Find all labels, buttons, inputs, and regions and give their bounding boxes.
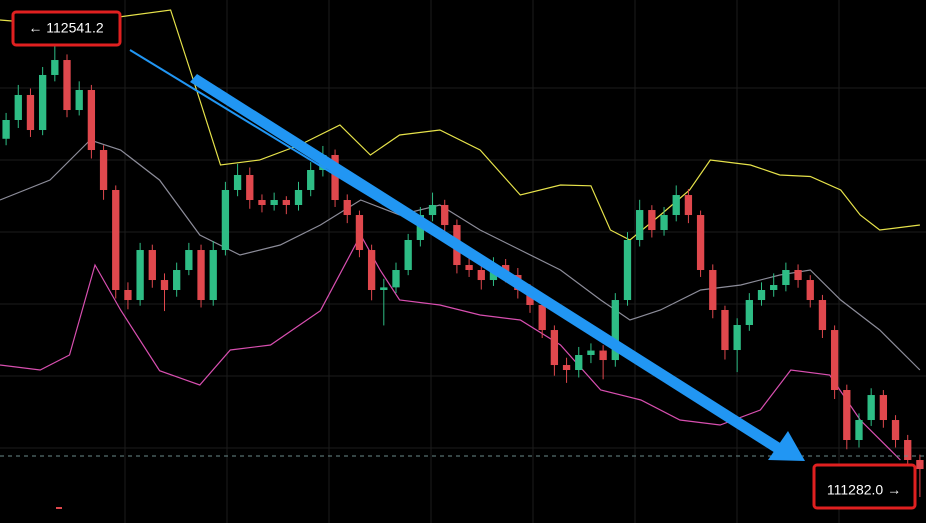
candle-body bbox=[258, 200, 266, 206]
candle-body bbox=[465, 265, 473, 271]
candle-body bbox=[282, 200, 290, 206]
band-line bbox=[0, 9, 920, 241]
candle-body bbox=[843, 390, 851, 441]
candle-body bbox=[721, 309, 729, 351]
candle-body bbox=[745, 300, 753, 325]
candle-body bbox=[2, 119, 10, 139]
candle-body bbox=[428, 205, 437, 216]
candle-body bbox=[441, 205, 449, 226]
high-label: ← 112541.2 bbox=[28, 20, 103, 36]
candle-body bbox=[672, 195, 680, 216]
candle-body bbox=[611, 300, 619, 361]
low-label: 111282.0 → bbox=[827, 482, 901, 498]
candle-body bbox=[87, 89, 96, 151]
candle-body bbox=[355, 215, 364, 251]
candle-body bbox=[51, 60, 59, 75]
candle-body bbox=[599, 350, 607, 361]
candle-body bbox=[660, 215, 668, 231]
candle-body bbox=[14, 94, 22, 120]
candle-body bbox=[343, 200, 351, 216]
low-label-box bbox=[812, 463, 917, 510]
band-line bbox=[0, 139, 921, 371]
candle-body bbox=[696, 215, 705, 271]
candle-body bbox=[148, 250, 156, 281]
candle-body bbox=[477, 270, 485, 281]
trend-arrow-shaft bbox=[190, 74, 785, 456]
candle-body bbox=[380, 287, 388, 291]
candle-body bbox=[63, 60, 71, 111]
candle-body bbox=[855, 420, 863, 441]
candle-body bbox=[648, 210, 656, 231]
candle-body bbox=[782, 270, 790, 286]
candle-body bbox=[160, 280, 169, 291]
candle-body bbox=[75, 89, 83, 111]
candle-body bbox=[197, 250, 205, 301]
candle-body bbox=[136, 250, 144, 301]
candle-body bbox=[575, 355, 583, 371]
candle-body bbox=[562, 365, 571, 371]
band-line bbox=[0, 233, 901, 461]
trend-arrow-head bbox=[768, 431, 805, 461]
candle-body bbox=[112, 189, 120, 291]
candle-body bbox=[587, 350, 595, 356]
candle-body bbox=[404, 239, 412, 271]
candle-body bbox=[623, 239, 632, 301]
candle-body bbox=[270, 200, 278, 206]
candle-body bbox=[367, 250, 376, 291]
candle-body bbox=[818, 300, 827, 331]
candle-body bbox=[233, 174, 242, 190]
candle-body bbox=[684, 195, 693, 216]
candle-body bbox=[221, 189, 230, 251]
candle-body bbox=[916, 460, 924, 470]
candle-body bbox=[307, 170, 315, 190]
candle-body bbox=[636, 210, 644, 240]
candle-body bbox=[794, 270, 802, 281]
bands bbox=[0, 9, 921, 461]
candle-body bbox=[879, 395, 888, 421]
candle-body bbox=[806, 280, 814, 301]
candle-body bbox=[867, 395, 875, 421]
candle-body bbox=[550, 330, 559, 366]
candle-body bbox=[538, 305, 546, 331]
candle-body bbox=[246, 174, 254, 201]
candle-body bbox=[185, 250, 193, 271]
candle-body bbox=[733, 324, 741, 351]
candle-body bbox=[904, 440, 912, 461]
high-label-box bbox=[11, 10, 122, 47]
candle-body bbox=[331, 154, 339, 201]
candle-body bbox=[891, 420, 900, 441]
candle-body bbox=[757, 290, 766, 301]
candle-body bbox=[209, 250, 217, 301]
candle-body bbox=[770, 285, 778, 291]
candle-body bbox=[99, 150, 108, 190]
candle-body bbox=[173, 270, 181, 291]
candle-body bbox=[830, 330, 839, 391]
candle-body bbox=[26, 94, 35, 131]
candle-body bbox=[38, 74, 47, 131]
candle-body bbox=[124, 290, 132, 301]
candle-body bbox=[392, 270, 400, 288]
candle-body bbox=[709, 270, 717, 310]
candle-body bbox=[294, 189, 303, 206]
